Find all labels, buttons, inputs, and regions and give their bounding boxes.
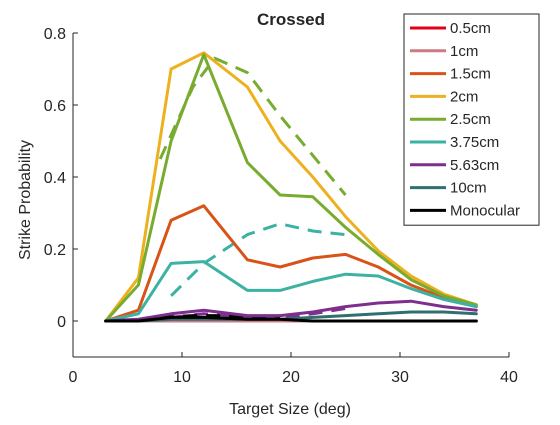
series-line xyxy=(104,299,478,323)
axes: 0 10 20 30 40 0 0.2 0.4 0.6 0.8 xyxy=(44,26,518,386)
x-tick-label: 10 xyxy=(173,369,191,386)
y-tick-label: 0.8 xyxy=(44,26,66,43)
x-tick-label: 0 xyxy=(69,369,78,386)
chart-title: Crossed xyxy=(257,10,325,29)
series-line xyxy=(104,51,478,323)
legend-label: Monocular xyxy=(450,202,520,219)
series-line xyxy=(104,204,478,323)
dashed-series-line xyxy=(170,222,346,297)
series-line xyxy=(104,315,478,323)
legend-label: 1.5cm xyxy=(450,66,491,83)
y-tick-label: 0.4 xyxy=(44,170,66,187)
legend-label: 3.75cm xyxy=(450,134,499,151)
x-tick-label: 30 xyxy=(391,369,409,386)
x-tick-label: 20 xyxy=(282,369,300,386)
y-tick-label: 0.6 xyxy=(44,98,66,115)
dashed-series-line xyxy=(158,56,347,196)
y-tick-label: 0 xyxy=(57,314,66,331)
dashed-series-line xyxy=(160,314,281,319)
legend-label: 5.63cm xyxy=(450,157,499,174)
legend-label: 10cm xyxy=(450,180,487,197)
y-tick-label: 0.2 xyxy=(44,242,66,259)
series-line xyxy=(104,260,478,323)
legend-label: 1cm xyxy=(450,43,478,60)
x-tick-label: 40 xyxy=(500,369,518,386)
legend-label: 2.5cm xyxy=(450,111,491,128)
x-axis-label: Target Size (deg) xyxy=(229,401,351,418)
legend: 0.5cm 1cm 1.5cm 2cm 2.5cm 3.75cm 5.63cm 10cm Mon… xyxy=(403,13,540,226)
plot-lines xyxy=(104,51,478,323)
legend-label: 2cm xyxy=(450,88,478,105)
series-line xyxy=(104,53,478,323)
legend-label: 0.5cm xyxy=(450,20,491,37)
y-axis-label: Strike Probability xyxy=(17,140,34,260)
